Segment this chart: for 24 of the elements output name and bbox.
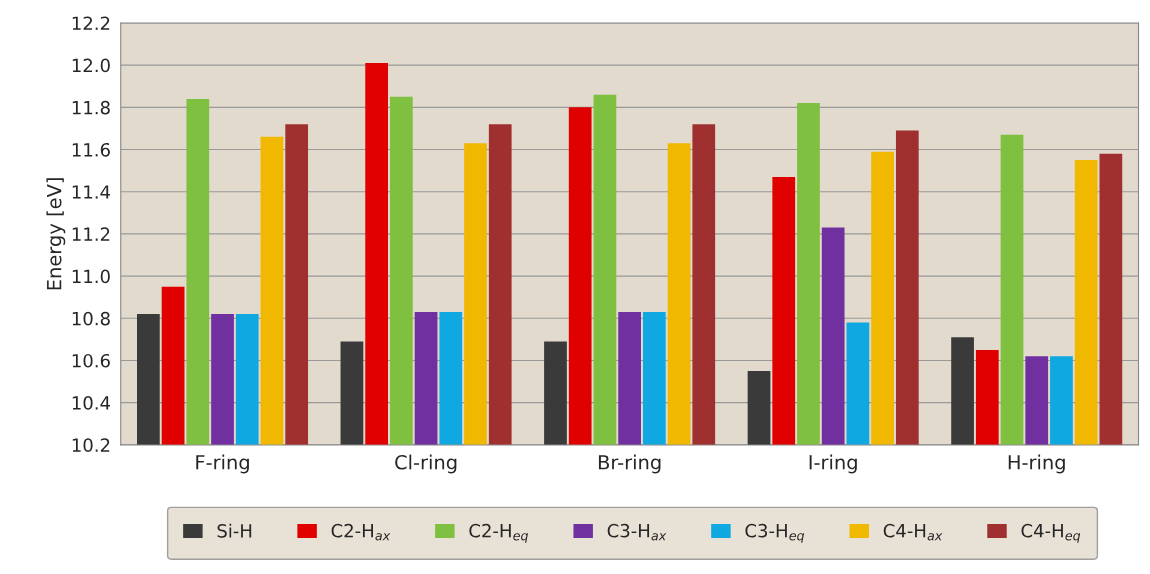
legend-label: C3-H$_{ax}$ — [607, 523, 667, 541]
y-tick-label: 11.0 — [72, 269, 110, 284]
x-tick-label: H-ring — [1008, 454, 1065, 474]
y-tick-label: 10.2 — [72, 438, 110, 452]
y-tick-label: 12.2 — [72, 16, 110, 30]
y-tick-label: 11.8 — [72, 100, 110, 115]
legend-label: C4-H$_{ax}$ — [883, 523, 943, 541]
x-tick-label: I-ring — [809, 454, 857, 474]
y-tick-label: 11.6 — [72, 142, 110, 157]
legend-label: C4-H$_{eq}$ — [1021, 523, 1081, 543]
x-tick-label: F-ring — [196, 454, 249, 474]
x-tick-label: Cl-ring — [395, 454, 457, 474]
legend-label: C3-H$_{eq}$ — [745, 523, 805, 543]
y-tick-label: 11.2 — [72, 227, 110, 241]
legend-label: C2-H$_{ax}$ — [331, 523, 391, 541]
y-axis-title: Energy [eV] — [46, 178, 66, 290]
y-tick-label: 11.4 — [72, 185, 111, 199]
y-tick-label: 10.6 — [72, 353, 110, 368]
legend-label: C2-H$_{eq}$ — [469, 523, 529, 543]
y-tick-label: 12.0 — [72, 58, 110, 73]
legend-label: Si-H — [217, 523, 252, 538]
y-tick-label: 10.8 — [72, 311, 110, 326]
x-tick-label: Br-ring — [598, 454, 661, 474]
y-tick-label: 10.4 — [72, 396, 111, 410]
